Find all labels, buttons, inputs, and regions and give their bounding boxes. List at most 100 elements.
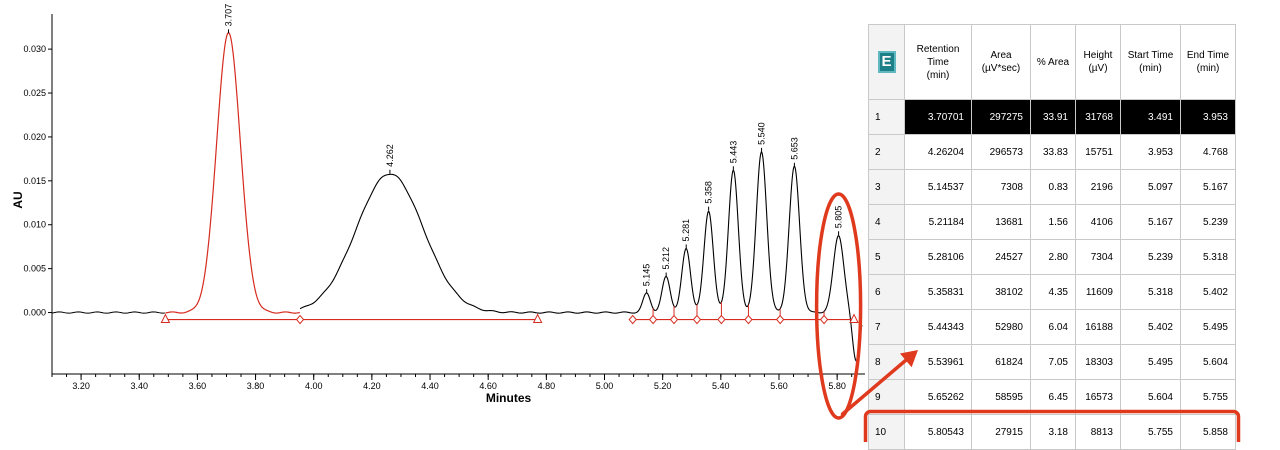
table-cell: 5.495 [1180, 309, 1236, 345]
y-axis-label: AU [11, 191, 25, 208]
table-cell: 5.495 [1120, 344, 1181, 380]
table-cell: 0.83 [1030, 169, 1076, 205]
table-cell: 11609 [1075, 274, 1121, 310]
row-number: 9 [868, 379, 905, 415]
baseline-diamond-marker [295, 314, 305, 325]
baseline-diamond-marker [819, 314, 829, 325]
y-tick-label: 0.030 [23, 44, 46, 54]
table-cell: 33.83 [1030, 134, 1076, 170]
row-number: 7 [868, 309, 905, 345]
baseline-triangle-marker [849, 313, 859, 324]
header-percent-area[interactable]: % Area [1030, 24, 1076, 100]
peak-label: 5.358 [704, 181, 714, 204]
y-tick-label: 0.005 [23, 264, 46, 274]
y-tick-label: 0.010 [23, 220, 46, 230]
table-cell: 5.21184 [904, 204, 972, 240]
table-cell: 5.80543 [904, 414, 972, 450]
table-cell: 16573 [1075, 379, 1121, 415]
header-end-time[interactable]: End Time (min) [1180, 24, 1236, 100]
table-cell: 4106 [1075, 204, 1121, 240]
table-cell: 58595 [971, 379, 1031, 415]
baseline-diamond-marker [648, 314, 658, 325]
header-start-time[interactable]: Start Time (min) [1120, 24, 1181, 100]
table-cell: 15751 [1075, 134, 1121, 170]
row-number: 8 [868, 344, 905, 380]
y-tick-label: 0.000 [23, 308, 46, 318]
row-number: 6 [868, 274, 905, 310]
baseline-diamond-marker [669, 314, 679, 325]
baseline-diamond-marker [775, 314, 785, 325]
table-cell: 3.70701 [904, 99, 972, 135]
header-retention-time[interactable]: Retention Time (min) [904, 24, 972, 100]
baseline-triangle-marker [532, 313, 543, 324]
table-cell: 5.402 [1120, 309, 1181, 345]
table-cell: 6.04 [1030, 309, 1076, 345]
table-row[interactable]: 10 5.80543 27915 3.18 8813 5.755 5.858 [868, 414, 1236, 450]
x-tick-label: 5.40 [712, 381, 730, 391]
header-height[interactable]: Height (µV) [1075, 24, 1121, 100]
x-tick-label: 3.80 [247, 381, 265, 391]
table-cell: 2.80 [1030, 239, 1076, 275]
x-tick-label: 3.60 [189, 381, 207, 391]
table-row[interactable]: 4 5.21184 13681 1.56 4106 5.167 5.239 [868, 204, 1236, 240]
row-number: 5 [868, 239, 905, 275]
table-cell: 18303 [1075, 344, 1121, 380]
table-row[interactable]: 7 5.44343 52980 6.04 16188 5.402 5.495 [868, 309, 1236, 345]
table-row[interactable]: 5 5.28106 24527 2.80 7304 5.239 5.318 [868, 239, 1236, 275]
table-cell: 8813 [1075, 414, 1121, 450]
x-tick-label: 5.60 [770, 381, 788, 391]
peak-label: 5.212 [661, 247, 671, 270]
x-tick-label: 4.80 [538, 381, 556, 391]
table-cell: 5.858 [1180, 414, 1236, 450]
x-tick-label: 4.40 [421, 381, 439, 391]
table-row[interactable]: 6 5.35831 38102 4.35 11609 5.318 5.402 [868, 274, 1236, 310]
table-cell: 3.953 [1180, 99, 1236, 135]
table-cell: 3.491 [1120, 99, 1181, 135]
table-cell: 297275 [971, 99, 1031, 135]
x-tick-label: 4.60 [479, 381, 497, 391]
empower-e-icon: E [877, 51, 896, 73]
table-cell: 5.239 [1180, 204, 1236, 240]
header-area[interactable]: Area (µV*sec) [971, 24, 1031, 100]
table-cell: 7308 [971, 169, 1031, 205]
peak-label: 5.443 [728, 141, 738, 164]
table-cell: 4.35 [1030, 274, 1076, 310]
table-row[interactable]: 1 3.70701 297275 33.91 31768 3.491 3.953 [868, 99, 1236, 135]
table-cell: 5.167 [1120, 204, 1181, 240]
table-row[interactable]: 3 5.14537 7308 0.83 2196 5.097 5.167 [868, 169, 1236, 205]
table-row[interactable]: 2 4.26204 296573 33.83 15751 3.953 4.768 [868, 134, 1236, 170]
table-cell: 5.755 [1180, 379, 1236, 415]
table-cell: 52980 [971, 309, 1031, 345]
chromatogram-chart: 0.000 0.005 0.010 0.015 0.020 0.025 0.030 3.20 3… [11, 4, 865, 405]
table-cell: 5.14537 [904, 169, 972, 205]
chart-traces [51, 32, 863, 362]
trace-peaks-2-10 [299, 151, 863, 362]
table-cell: 5.604 [1120, 379, 1181, 415]
peak-labels: 3.707 4.262 5.145 5.212 5.281 5.358 5.443 5.540… [224, 4, 844, 294]
x-tick-label: 3.40 [130, 381, 148, 391]
table-cell: 5.604 [1180, 344, 1236, 380]
table-cell: 5.097 [1120, 169, 1181, 205]
table-cell: 5.53961 [904, 344, 972, 380]
table-header-row: E Retention Time (min) Area (µV*sec) % Area… [868, 24, 1236, 100]
y-tick-label: 0.025 [23, 88, 46, 98]
x-tick-label: 5.20 [654, 381, 672, 391]
table-body: 1 3.70701 297275 33.91 31768 3.491 3.953 2 4.262… [868, 99, 1236, 450]
table-corner: E [868, 24, 905, 100]
integration-marks [160, 302, 859, 325]
table-cell: 13681 [971, 204, 1031, 240]
table-row[interactable]: 8 5.53961 61824 7.05 18303 5.495 5.604 [868, 344, 1236, 380]
table-cell: 5.28106 [904, 239, 972, 275]
table-cell: 4.26204 [904, 134, 972, 170]
row-number: 10 [868, 414, 905, 450]
table-row[interactable]: 9 5.65262 58595 6.45 16573 5.604 5.755 [868, 379, 1236, 415]
table-cell: 3.953 [1120, 134, 1181, 170]
table-cell: 5.318 [1180, 239, 1236, 275]
table-cell: 2196 [1075, 169, 1121, 205]
trace-peak-1 [165, 32, 300, 314]
table-cell: 5.239 [1120, 239, 1181, 275]
table-cell: 3.18 [1030, 414, 1076, 450]
table-cell: 38102 [971, 274, 1031, 310]
y-tick-label: 0.020 [23, 132, 46, 142]
x-axis-label: Minutes [486, 391, 532, 405]
